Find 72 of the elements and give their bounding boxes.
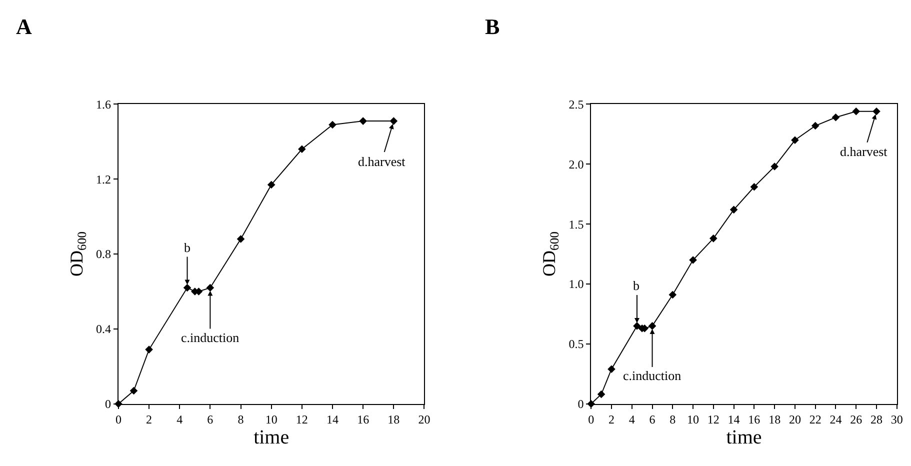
x-tick-label: 8 xyxy=(238,412,244,426)
point xyxy=(390,117,398,125)
x-tick-label: 22 xyxy=(809,412,822,426)
point xyxy=(872,107,880,116)
x-tick-label: 0 xyxy=(115,412,122,426)
point xyxy=(750,182,758,191)
point xyxy=(328,120,336,129)
point xyxy=(852,107,860,116)
y-tick-label: 0.8 xyxy=(96,247,112,262)
point xyxy=(668,290,677,299)
x-tick-label: 18 xyxy=(388,412,400,426)
y-tick-label: 0 xyxy=(578,397,584,412)
point xyxy=(730,206,738,214)
annotation: c.induction xyxy=(623,368,682,383)
y-tick-label: 1.0 xyxy=(568,277,584,292)
annotation: d.harvest xyxy=(840,144,888,159)
x-tick-label: 16 xyxy=(357,412,370,426)
point xyxy=(130,386,138,395)
y-tick-label: 0 xyxy=(105,397,112,412)
y-tick-label: 0.5 xyxy=(568,337,584,352)
x-tick-label: 16 xyxy=(748,412,760,426)
x-tick-label: 18 xyxy=(768,412,781,426)
point xyxy=(145,346,153,354)
point xyxy=(597,390,606,398)
x-tick-label: 2 xyxy=(146,412,152,426)
point xyxy=(359,117,367,125)
x-tick-label: 10 xyxy=(687,412,700,426)
x-tick-label: 12 xyxy=(296,412,308,426)
x-tick-label: 2 xyxy=(608,412,614,426)
y-tick-label: 2.5 xyxy=(568,97,584,112)
x-tick-label: 20 xyxy=(418,412,430,426)
point xyxy=(236,235,245,243)
x-tick-label: 30 xyxy=(890,412,903,426)
y-tick-label: 2.0 xyxy=(568,157,584,172)
point xyxy=(206,284,214,292)
x-tick-label: 4 xyxy=(176,412,183,426)
x-tick-label: 26 xyxy=(850,412,862,426)
point xyxy=(710,234,718,242)
chart-title: B xyxy=(485,14,500,39)
y-tick-label: 1.5 xyxy=(568,217,584,232)
y-tick-label: 0.4 xyxy=(96,322,112,336)
x-tick-label: 12 xyxy=(707,412,720,426)
x-tick-label: 6 xyxy=(649,412,656,426)
point xyxy=(608,365,616,373)
x-tick-label: 14 xyxy=(326,412,338,426)
point xyxy=(267,180,276,189)
x-tick-label: 4 xyxy=(628,412,635,426)
x-tick-label: 20 xyxy=(788,412,801,426)
annotation: d.harvest xyxy=(358,154,406,169)
annotation: c.induction xyxy=(181,330,240,345)
point xyxy=(832,113,840,122)
x-tick-label: 0 xyxy=(588,412,594,426)
annotation: b xyxy=(184,240,190,255)
chart-title: A xyxy=(16,14,32,39)
x-tick-label: 8 xyxy=(670,412,676,426)
point xyxy=(183,284,192,292)
x-tick-label: 24 xyxy=(830,412,842,426)
point xyxy=(298,145,306,154)
x-tick-label: 28 xyxy=(870,412,882,426)
point xyxy=(791,136,799,144)
point xyxy=(811,122,820,130)
point xyxy=(648,322,656,330)
annotation: b xyxy=(633,278,640,293)
y-tick-label: 1.2 xyxy=(96,172,112,186)
x-axis-title: time xyxy=(254,426,290,448)
point xyxy=(689,256,697,264)
x-axis-title: time xyxy=(726,426,762,448)
x-tick-label: 6 xyxy=(207,412,214,426)
point xyxy=(770,162,778,170)
y-tick-label: 1.6 xyxy=(96,97,112,112)
x-tick-label: 14 xyxy=(728,412,740,426)
x-tick-label: 10 xyxy=(265,412,278,426)
